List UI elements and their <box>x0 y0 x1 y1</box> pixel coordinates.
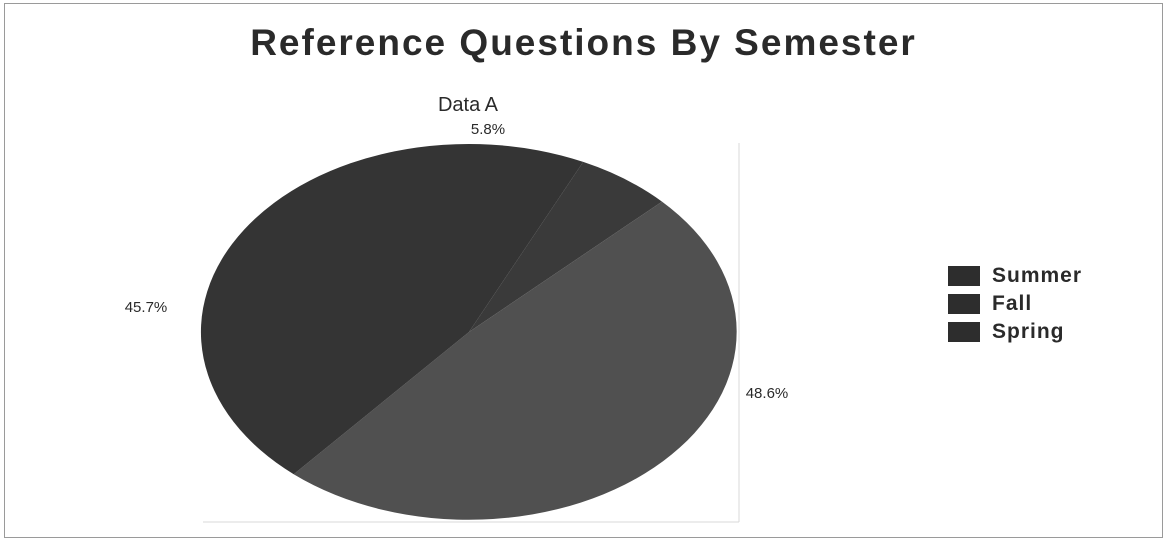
chart-title: Reference Questions By Semester <box>250 22 917 63</box>
legend: Summer Fall Spring <box>948 262 1082 346</box>
legend-swatch-summer <box>948 266 980 286</box>
data-label-spring: 45.7% <box>125 299 168 316</box>
legend-item-summer: Summer <box>948 262 1082 290</box>
pie-slice-fall <box>293 201 737 520</box>
legend-swatch-spring <box>948 322 980 342</box>
pie-slices <box>200 143 737 520</box>
legend-label-summer: Summer <box>992 264 1083 287</box>
chart-subtitle: Data A <box>438 94 499 116</box>
legend-label-fall: Fall <box>992 292 1033 315</box>
legend-label-spring: Spring <box>992 320 1065 343</box>
legend-item-spring: Spring <box>948 318 1082 346</box>
legend-swatch-fall <box>948 294 980 314</box>
data-label-fall: 48.6% <box>746 385 789 402</box>
pie-slice-summer <box>469 161 662 332</box>
pie-slice-spring <box>200 143 584 475</box>
legend-item-fall: Fall <box>948 290 1082 318</box>
pie-data-labels: 5.8% 48.6% 45.7% <box>125 121 789 402</box>
data-label-summer: 5.8% <box>471 121 505 138</box>
